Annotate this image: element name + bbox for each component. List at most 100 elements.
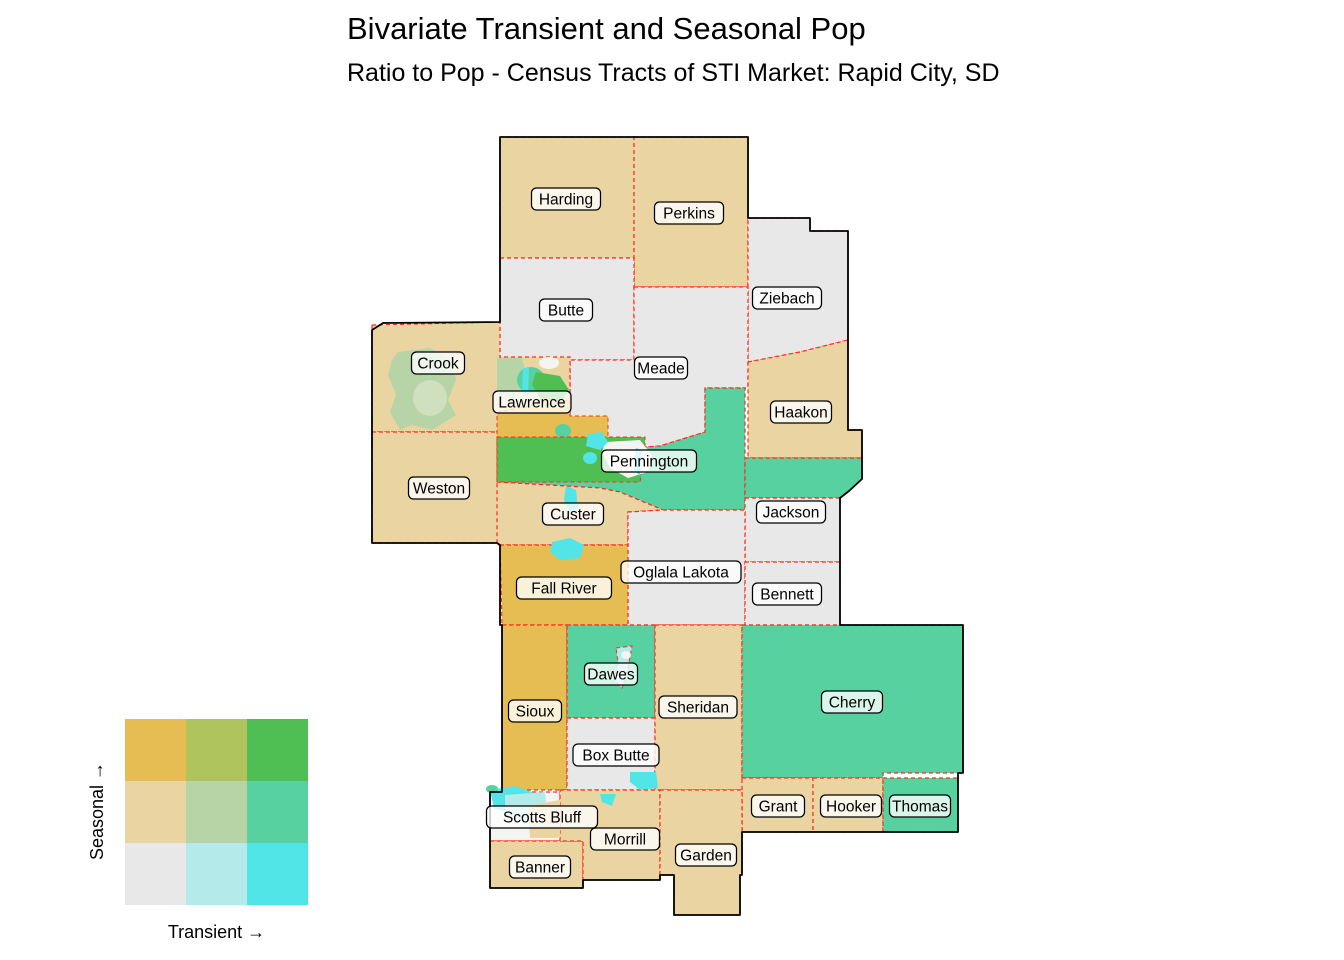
county-label-bennett: Bennett — [751, 582, 823, 606]
county-label-butte: Butte — [538, 298, 594, 322]
tract-dawes-white-bit[interactable] — [621, 651, 631, 659]
label-text: Thomas — [892, 799, 948, 816]
tract-scotts-bluff-teal[interactable] — [486, 785, 498, 793]
tract-pennington-cyan-1[interactable] — [586, 432, 608, 450]
county-label-crook: Crook — [410, 351, 466, 375]
tract-pennington-cyan-2[interactable] — [583, 452, 597, 464]
label-box — [589, 827, 661, 851]
label-text: Scotts Bluff — [503, 810, 582, 827]
label-box — [658, 695, 738, 719]
legend-cell-cyan — [247, 843, 308, 905]
label-box — [674, 843, 738, 867]
page-title: Bivariate Transient and Seasonal Pop — [347, 11, 866, 46]
legend-x-axis-label: Transient → — [167, 922, 266, 942]
label-box — [888, 794, 952, 818]
county-label-ziebach: Ziebach — [751, 286, 823, 310]
label-text: Oglala Lakota — [633, 565, 729, 582]
label-text: Pennington — [610, 454, 688, 471]
county-label-banner: Banner — [508, 855, 572, 879]
market-outline — [371, 136, 964, 916]
label-box — [530, 187, 602, 211]
county-label-meade: Meade — [633, 356, 689, 380]
county-label-weston: Weston — [407, 476, 471, 500]
county-label-cherry: Cherry — [820, 690, 884, 714]
label-text: Haakon — [774, 405, 827, 422]
county-label-sioux: Sioux — [507, 699, 563, 723]
county-label-scotts-bluff: Scotts Bluff — [485, 805, 599, 829]
legend-cell-green — [247, 719, 308, 781]
label-text: Garden — [680, 848, 732, 865]
label-text: Box Butte — [582, 748, 649, 765]
label-text: Cherry — [829, 695, 876, 712]
county-label-pennington: Pennington — [600, 449, 698, 473]
county-label-custer: Custer — [541, 502, 605, 526]
label-text: Lawrence — [498, 395, 565, 412]
label-text: Crook — [417, 356, 459, 373]
label-box — [620, 560, 742, 584]
county-label-hooker: Hooker — [819, 794, 883, 818]
county-jackson-north[interactable] — [744, 457, 863, 499]
label-box — [600, 449, 698, 473]
legend-cell-yellow-green — [186, 719, 247, 781]
county-label-box-butte: Box Butte — [572, 743, 660, 767]
legend-cell-gold — [125, 719, 186, 781]
label-text: Bennett — [760, 587, 814, 604]
label-box — [538, 298, 594, 322]
label-box — [633, 356, 689, 380]
label-box — [507, 699, 563, 723]
legend-cell-tan — [125, 781, 186, 843]
label-box — [410, 351, 466, 375]
label-text: Dawes — [587, 667, 635, 684]
label-text: Sioux — [516, 704, 555, 721]
legend-cell-light-green — [186, 781, 247, 843]
label-box — [755, 500, 827, 524]
county-label-morrill: Morrill — [589, 827, 661, 851]
label-box — [485, 805, 599, 829]
label-text: Butte — [548, 303, 584, 320]
county-label-fall-river: Fall River — [515, 576, 613, 600]
tract-lawrence-white-bit[interactable] — [539, 357, 559, 369]
label-box — [769, 400, 833, 424]
label-text: Grant — [759, 799, 798, 816]
label-box — [751, 286, 823, 310]
county-label-lawrence: Lawrence — [492, 390, 572, 414]
county-label-garden: Garden — [674, 843, 738, 867]
label-box — [653, 201, 725, 225]
county-label-perkins: Perkins — [653, 201, 725, 225]
label-box — [407, 476, 471, 500]
tract-lawrence-teal-bit2[interactable] — [555, 424, 571, 438]
label-box — [583, 662, 639, 686]
label-box — [508, 855, 572, 879]
legend-cell-gray — [125, 843, 186, 905]
bivariate-legend — [125, 719, 308, 905]
tract-fall-river-cyan[interactable] — [550, 538, 584, 560]
legend-y-axis-label: Seasonal → — [87, 761, 107, 861]
label-text: Custer — [550, 507, 596, 524]
tract-crook-blob-pale[interactable] — [413, 380, 447, 416]
label-text: Sheridan — [667, 700, 729, 717]
label-box — [751, 582, 823, 606]
label-text: Hooker — [826, 799, 876, 816]
legend-cell-pale-cyan — [186, 843, 247, 905]
tract-morrill-cyan[interactable] — [600, 794, 616, 806]
county-label-oglala-lakota: Oglala Lakota — [620, 560, 742, 584]
county-label-dawes: Dawes — [583, 662, 639, 686]
label-box — [750, 794, 806, 818]
label-text: Ziebach — [759, 291, 814, 308]
tract-box-butte-cyan[interactable] — [630, 772, 658, 790]
label-box — [819, 794, 883, 818]
label-box — [572, 743, 660, 767]
label-text: Weston — [413, 481, 465, 498]
county-label-harding: Harding — [530, 187, 602, 211]
label-box — [515, 576, 613, 600]
label-text: Meade — [637, 361, 684, 378]
county-label-jackson: Jackson — [755, 500, 827, 524]
tract-lawrence-lightgreen[interactable] — [497, 358, 527, 398]
label-text: Perkins — [663, 206, 715, 223]
label-box — [492, 390, 572, 414]
county-label-thomas: Thomas — [888, 794, 952, 818]
county-label-grant: Grant — [750, 794, 806, 818]
county-label-sheridan: Sheridan — [658, 695, 738, 719]
